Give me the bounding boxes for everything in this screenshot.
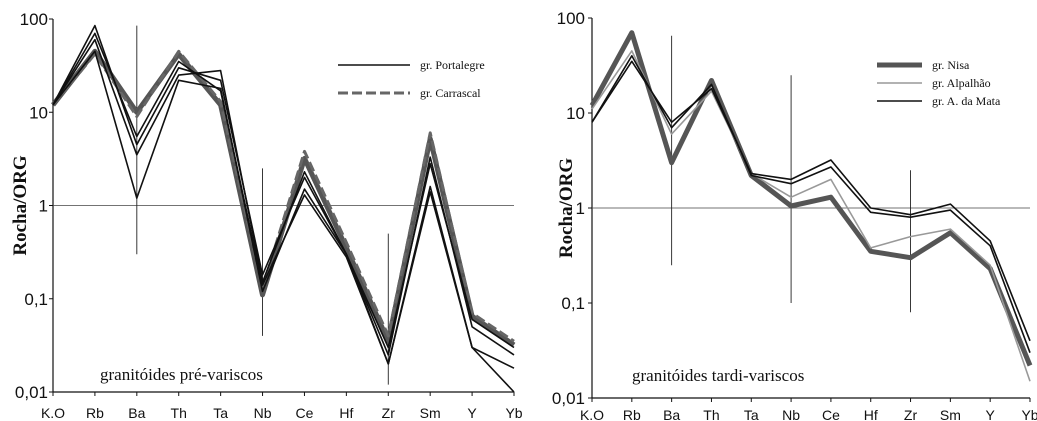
y-tick-label: 1 [39,197,48,216]
x-tick-label: Yb [505,405,522,421]
x-tick-label: Sm [420,405,441,421]
x-tick-label: Yb [1021,407,1037,421]
y-tick-label: 0,1 [24,290,48,309]
series-line-gr-carrascal [51,49,515,343]
x-tick-label: Th [171,405,187,421]
x-tick-label: Nb [254,405,272,421]
series-line-gr-portalegre [52,24,515,349]
x-tick-label: Zr [382,405,396,421]
series-line-gr-a-da-mata [591,60,1031,342]
x-tick-label: Rb [86,405,104,421]
x-tick-label: Ba [663,407,680,421]
series-line-gr-portalegre [52,32,515,369]
y-axis-label: Rocha/ORG [556,158,577,259]
y-axis-label: Rocha/ORG [10,155,31,256]
x-tick-label: Ta [744,407,759,421]
x-tick-label: Hf [864,407,878,421]
legend-label: gr. A. da Mata [932,94,1001,108]
x-tick-label: Ba [128,405,145,421]
y-tick-label: 0,01 [552,389,585,408]
x-tick-label: Rb [623,407,641,421]
series-line-gr-nisa [589,30,1033,367]
x-tick-label: Ce [296,405,314,421]
panel-annotation: granitóides pré-variscos [100,365,263,384]
y-tick-label: 1 [576,199,585,218]
x-tick-label: Y [467,405,477,421]
x-tick-label: Sm [940,407,961,421]
legend-label: gr. Nisa [932,58,970,72]
legend-label: gr. Carrascal [420,86,481,100]
x-tick-label: Ta [213,405,228,421]
y-tick-label: 100 [20,10,48,29]
panel-pre-variscos: 100 10 1 0,1 0,01 K.O Rb Ba Th Ta Nb Ce Hf Zr Sm Y Yb Roc… [10,10,523,421]
panel-tardi-variscos: 100 10 1 0,1 0,01K.O Rb Ba Th Ta Nb Ce Hf Zr Sm Y Yb Roc… [552,9,1037,421]
x-tick-label: Th [703,407,719,421]
y-tick-label: 0,01 [15,383,48,402]
y-tick-label: 10 [566,104,585,123]
x-tick-label: K.O [580,407,604,421]
x-tick-label: Nb [782,407,800,421]
x-tick-label: Ce [822,407,840,421]
series-line-gr-alpalh-o [591,50,1031,382]
panel-annotation: granitóides tardi-variscos [632,366,804,385]
y-tick-label: 10 [29,103,48,122]
y-tick-label: 100 [557,9,585,28]
legend-label: gr. Alpalhão [932,76,991,90]
x-tick-label: Y [986,407,996,421]
x-tick-label: Zr [904,407,918,421]
x-tick-label: K.O [41,405,65,421]
y-tick-label: 0,1 [561,294,585,313]
x-tick-label: Hf [339,405,353,421]
series-line-gr-a-da-mata [591,54,1031,353]
legend-label: gr. Portalegre [420,58,485,72]
